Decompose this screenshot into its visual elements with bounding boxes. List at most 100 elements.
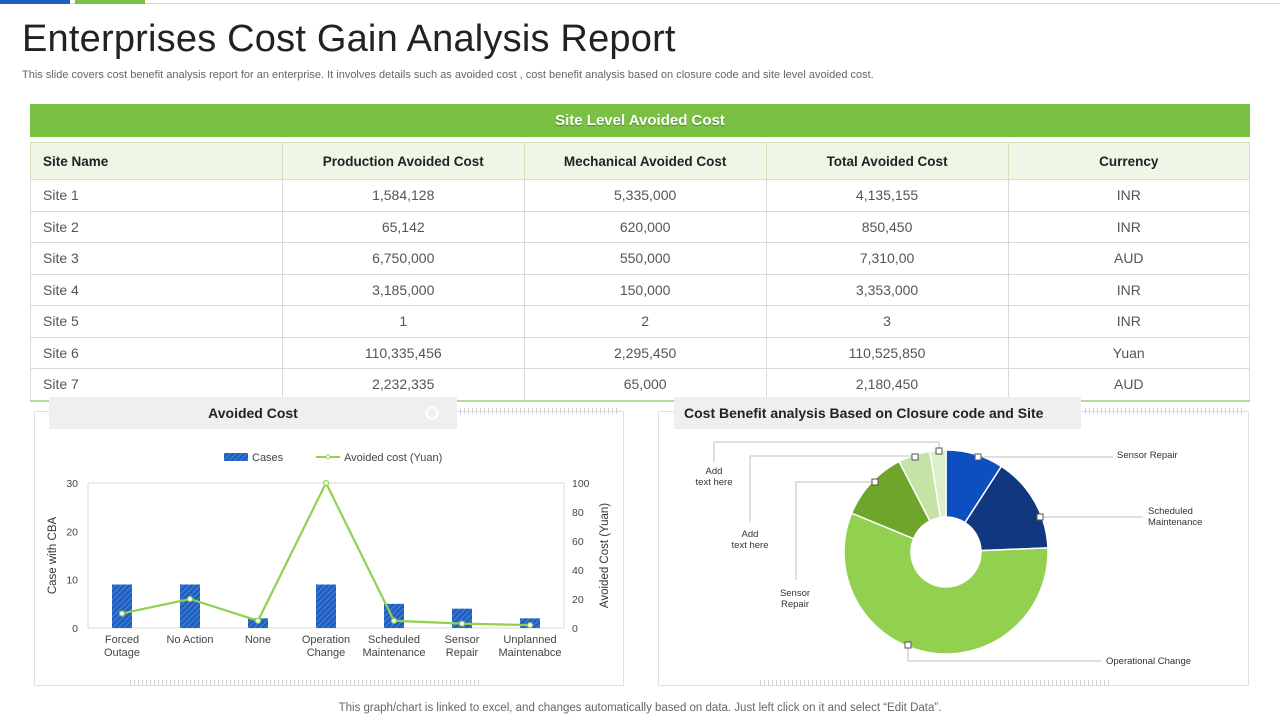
decorative-ticks <box>460 408 620 414</box>
table-cell: 110,525,850 <box>765 336 1009 369</box>
y2-tick-label: 20 <box>572 594 584 606</box>
table-cell: Site 6 <box>30 336 283 369</box>
y-tick-label: 10 <box>66 575 78 587</box>
table-cell: INR <box>1007 179 1251 212</box>
x-tick-label: Outage <box>104 647 140 659</box>
table-header: Site Level Avoided Cost <box>30 104 1250 137</box>
table-row: Site 1 1,584,128 5,335,000 4,135,155 INR <box>30 179 1251 212</box>
point-avoided-cost <box>322 479 330 487</box>
footer-note: This graph/chart is linked to excel, and… <box>338 702 942 714</box>
table-row: Site 3 6,750,000 550,000 7,310,00 AUD <box>30 242 1251 275</box>
decorative-ticks <box>760 680 1110 686</box>
table-cell: 2,180,450 <box>765 368 1009 402</box>
point-avoided-cost <box>254 617 262 624</box>
table-row: Site 4 3,185,000 150,000 3,353,000 INR <box>30 273 1251 306</box>
x-tick-label: Change <box>307 647 346 659</box>
x-tick-label: None <box>245 634 271 646</box>
table-cell: 2,232,335 <box>281 368 525 402</box>
bar-cases <box>180 584 200 628</box>
cost-benefit-title: Cost Benefit analysis Based on Closure c… <box>674 397 1081 429</box>
y-tick-label: 20 <box>66 526 78 538</box>
table-cell: Site 2 <box>30 210 283 243</box>
circle-icon <box>425 406 439 420</box>
y2-tick-label: 100 <box>572 478 590 490</box>
donut-slice <box>963 465 1049 552</box>
table-cell: 7,310,00 <box>765 242 1009 275</box>
page-title: Enterprises Cost Gain Analysis Report <box>22 18 676 60</box>
leader-line <box>713 441 940 462</box>
site-cost-table: Site Level Avoided Cost Site Name Product… <box>30 104 1251 402</box>
x-tick-label: Unplanned <box>503 634 556 646</box>
table-cell: 550,000 <box>523 242 767 275</box>
slice-label: text here <box>696 477 733 488</box>
slice-label: Scheduled <box>1148 506 1193 517</box>
column-header: Currency <box>1007 142 1251 180</box>
leader-marker <box>904 641 912 649</box>
column-header: Total Avoided Cost <box>765 142 1009 180</box>
x-tick-label: Forced <box>105 634 139 646</box>
table-cell: 2,295,450 <box>523 336 767 369</box>
x-tick-label: Repair <box>446 647 479 659</box>
table-cell: 65,142 <box>281 210 525 243</box>
x-tick-label: Maintenabce <box>499 647 562 659</box>
table-row: Site 5 1 2 3 INR <box>30 305 1251 338</box>
table-cell: Yuan <box>1007 336 1251 369</box>
column-header: Mechanical Avoided Cost <box>523 142 767 180</box>
legend-swatch-cases <box>224 453 248 461</box>
x-tick-label: Operation <box>302 634 350 646</box>
table-cell: 3 <box>765 305 1009 338</box>
legend-label-avoided: Avoided cost (Yuan) <box>344 452 442 464</box>
table-cell: INR <box>1007 305 1251 338</box>
table-cell: 65,000 <box>523 368 767 402</box>
table-cell: 2 <box>523 305 767 338</box>
decorative-ticks <box>130 680 480 686</box>
table-cell: AUD <box>1007 242 1251 275</box>
table-cell: INR <box>1007 273 1251 306</box>
slice-label: Maintenance <box>1148 517 1202 528</box>
x-tick-label: Scheduled <box>368 634 420 646</box>
decorative-ticks <box>1085 408 1245 414</box>
y2-tick-label: 40 <box>572 565 584 577</box>
bar-cases <box>112 584 132 628</box>
table-cell: Site 1 <box>30 179 283 212</box>
x-tick-label: Sensor <box>445 634 480 646</box>
top-accent-bar <box>0 0 1280 4</box>
y2-tick-label: 0 <box>572 623 578 635</box>
slice-label: Add <box>706 466 723 477</box>
table-cell: 150,000 <box>523 273 767 306</box>
page-subtitle: This slide covers cost benefit analysis … <box>22 69 874 81</box>
table-cell: 1 <box>281 305 525 338</box>
legend-label-cases: Cases <box>252 452 284 464</box>
table-cell: 3,353,000 <box>765 273 1009 306</box>
avoided-cost-title: Avoided Cost <box>49 397 457 429</box>
leader-line <box>907 645 1101 662</box>
slice-label: Add <box>742 529 759 540</box>
leader-line <box>795 481 875 580</box>
table-cell: 4,135,155 <box>765 179 1009 212</box>
chart-legend: Cases Avoided cost (Yuan) <box>224 452 442 464</box>
x-tick-label: Maintenance <box>363 647 426 659</box>
avoided-cost-chart: Cases Avoided cost (Yuan) 0 10 20 30 0 20 40 60 80… <box>47 452 611 659</box>
table-cell: Site 5 <box>30 305 283 338</box>
table-cell: INR <box>1007 210 1251 243</box>
legend-marker-avoided <box>325 454 331 460</box>
table-row: Site 2 65,142 620,000 850,450 INR <box>30 210 1251 243</box>
table-row: Site 6 110,335,456 2,295,450 110,525,850 Yua… <box>30 336 1251 369</box>
table-cell: 110,335,456 <box>281 336 525 369</box>
leader-marker <box>935 447 943 455</box>
column-header: Production Avoided Cost <box>281 142 525 180</box>
y-axis-label: Case with CBA <box>47 517 59 595</box>
y2-tick-label: 60 <box>572 536 584 548</box>
slice-label: Sensor <box>780 588 810 599</box>
table-cell: 850,450 <box>765 210 1009 243</box>
point-avoided-cost <box>118 610 126 617</box>
point-avoided-cost <box>526 622 534 629</box>
table-cell: AUD <box>1007 368 1251 402</box>
table-cell: 6,750,000 <box>281 242 525 275</box>
point-avoided-cost <box>458 620 466 627</box>
slice-label: Repair <box>781 599 809 610</box>
leader-marker <box>1036 513 1044 521</box>
y2-axis-label: Avoided Cost (Yuan) <box>599 503 611 608</box>
table-cell: 1,584,128 <box>281 179 525 212</box>
table-cell: Site 4 <box>30 273 283 306</box>
